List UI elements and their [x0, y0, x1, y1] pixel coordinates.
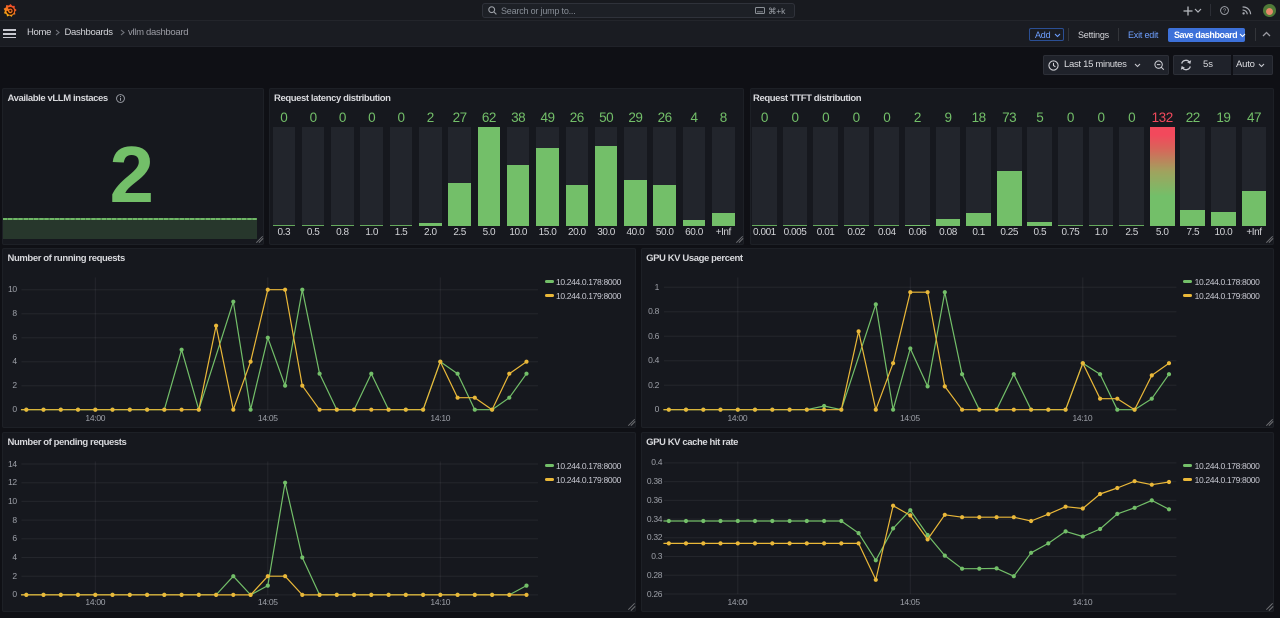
- svg-text:?: ?: [1223, 9, 1226, 15]
